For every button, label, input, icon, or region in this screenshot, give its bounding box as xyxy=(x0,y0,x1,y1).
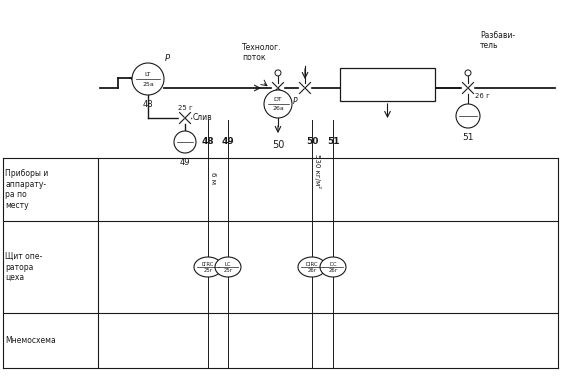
Polygon shape xyxy=(468,82,474,94)
Bar xyxy=(340,68,435,101)
Polygon shape xyxy=(299,82,305,94)
Text: DC: DC xyxy=(329,261,337,267)
Text: 49: 49 xyxy=(222,137,235,146)
Text: 25 г: 25 г xyxy=(178,105,192,111)
Text: 50: 50 xyxy=(272,140,284,150)
Polygon shape xyxy=(462,82,468,94)
Text: 26а: 26а xyxy=(272,106,284,111)
Text: 26г: 26г xyxy=(307,268,317,273)
Circle shape xyxy=(465,70,471,76)
Text: Щит опе-
ратора
цеха: Щит опе- ратора цеха xyxy=(5,252,42,282)
Text: Технолог.: Технолог. xyxy=(242,44,281,53)
Ellipse shape xyxy=(215,257,241,277)
Text: поток: поток xyxy=(242,53,266,62)
Text: DT: DT xyxy=(274,97,283,102)
Circle shape xyxy=(174,131,196,153)
Ellipse shape xyxy=(194,257,222,277)
Text: 51: 51 xyxy=(462,133,474,142)
Polygon shape xyxy=(185,112,191,123)
Text: Мнемосхема: Мнемосхема xyxy=(5,336,56,345)
Text: LT: LT xyxy=(145,72,151,77)
Circle shape xyxy=(275,70,281,76)
Text: 25а: 25а xyxy=(142,82,154,86)
Text: 48: 48 xyxy=(202,137,214,146)
Text: 50: 50 xyxy=(306,137,318,146)
Circle shape xyxy=(264,90,292,118)
Text: 48: 48 xyxy=(143,100,153,109)
Polygon shape xyxy=(272,82,278,94)
Text: P: P xyxy=(293,97,298,106)
Ellipse shape xyxy=(298,257,326,277)
Text: 25г: 25г xyxy=(223,268,233,273)
Text: тель: тель xyxy=(480,41,499,50)
Text: 6 м: 6 м xyxy=(210,171,216,183)
Text: 49: 49 xyxy=(180,158,190,167)
Polygon shape xyxy=(305,82,311,94)
Circle shape xyxy=(456,104,480,128)
Text: Приборы и
аппарату-
ра по
месту: Приборы и аппарату- ра по месту xyxy=(5,169,49,210)
Text: Слив: Слив xyxy=(193,114,213,123)
Text: LC: LC xyxy=(224,261,231,267)
Polygon shape xyxy=(179,112,185,123)
Text: Разбави-: Разбави- xyxy=(480,32,515,41)
Circle shape xyxy=(132,63,164,95)
Text: DIRC: DIRC xyxy=(306,261,318,267)
Ellipse shape xyxy=(320,257,346,277)
Text: P: P xyxy=(165,54,170,63)
Text: 25г: 25г xyxy=(203,268,213,273)
Polygon shape xyxy=(278,82,284,94)
Text: 530 кг/м²: 530 кг/м² xyxy=(314,155,321,188)
Text: 51: 51 xyxy=(327,137,340,146)
Text: 26г: 26г xyxy=(328,268,338,273)
Text: LTRC: LTRC xyxy=(202,261,214,267)
Text: 26 г: 26 г xyxy=(475,93,490,99)
